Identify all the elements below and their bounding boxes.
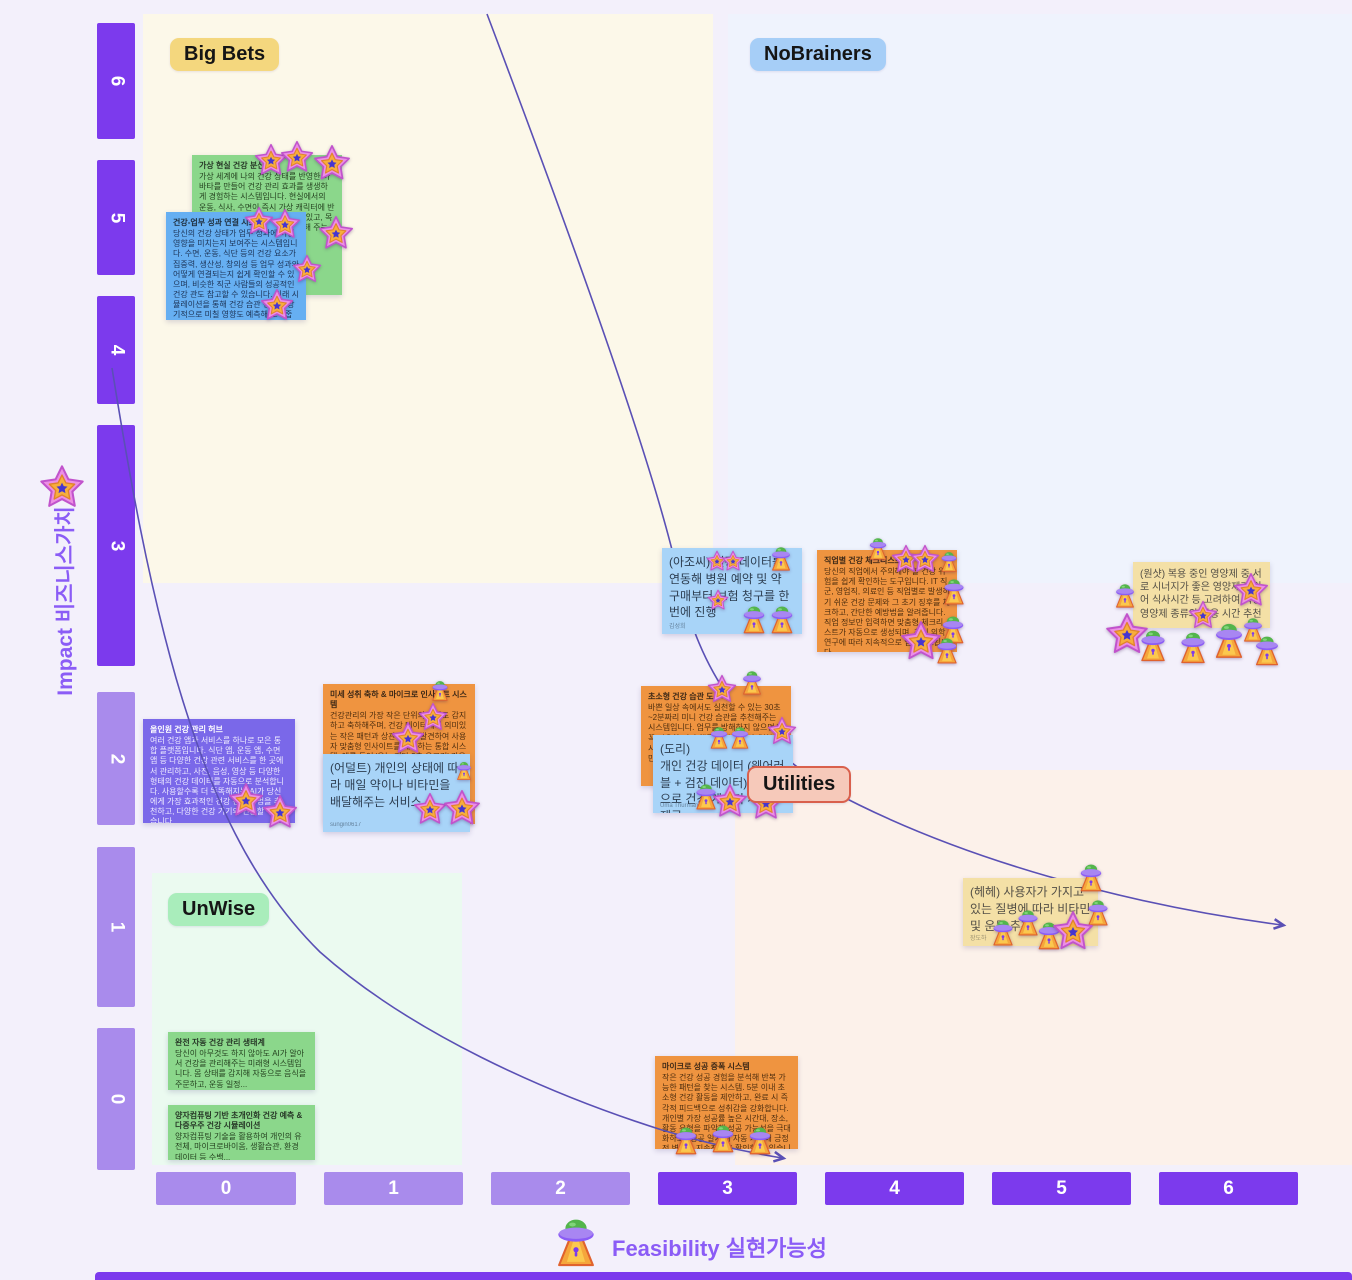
star-sticker[interactable] xyxy=(292,254,322,284)
star-sticker[interactable] xyxy=(413,792,447,826)
quadrant-region-nobrainers xyxy=(728,14,1352,583)
star-sticker[interactable] xyxy=(269,208,301,240)
y-axis-tick-3: 3 xyxy=(97,425,135,666)
quadrant-label-unwise[interactable]: UnWise xyxy=(168,893,270,926)
ufo-sticker[interactable] xyxy=(739,670,765,696)
star-sticker[interactable] xyxy=(280,140,314,174)
star-sticker[interactable] xyxy=(722,550,744,572)
ufo-sticker[interactable] xyxy=(938,551,960,573)
x-axis-tick-0: 0 xyxy=(156,1172,296,1205)
star-sticker[interactable] xyxy=(707,589,729,611)
ufo-sticker[interactable] xyxy=(1136,629,1170,663)
ufo-sticker[interactable] xyxy=(768,546,794,572)
star-sticker[interactable] xyxy=(244,206,274,236)
ufo-sticker[interactable] xyxy=(1112,583,1138,609)
x-axis-title: Feasibility 실현가능성 xyxy=(612,1236,827,1261)
feasibility-ufo-icon xyxy=(550,1217,602,1269)
ufo-sticker[interactable] xyxy=(1251,635,1283,667)
note-title: 완전 자동 건강 관리 생태계 xyxy=(175,1038,265,1047)
note-author: sungin0617 xyxy=(330,821,362,828)
note-title: 건강-업무 성과 연결 시스템 xyxy=(173,218,264,227)
ufo-sticker[interactable] xyxy=(989,919,1017,947)
quadrant-label-big-bets[interactable]: Big Bets xyxy=(170,38,280,71)
star-sticker[interactable] xyxy=(707,674,737,704)
x-axis-tick-2: 2 xyxy=(491,1172,630,1205)
ufo-sticker[interactable] xyxy=(454,761,474,781)
ufo-sticker[interactable] xyxy=(767,605,797,635)
star-sticker[interactable] xyxy=(767,716,797,746)
y-axis-tick-1: 1 xyxy=(97,847,135,1007)
star-sticker[interactable] xyxy=(712,783,748,819)
ufo-sticker[interactable] xyxy=(671,1126,701,1156)
note-body: 당신이 아무것도 하지 않아도 AI가 알아서 건강을 관리해주는 미래형 시스… xyxy=(175,1049,307,1089)
ufo-sticker[interactable] xyxy=(866,537,890,561)
note-body: 양자컴퓨팅 기술을 활용하여 개인의 유전체, 마이크로바이옴, 생활습관, 환… xyxy=(175,1132,302,1160)
ufo-sticker[interactable] xyxy=(1076,863,1106,893)
ufo-sticker[interactable] xyxy=(429,680,451,702)
impact-star-icon xyxy=(39,464,85,510)
star-sticker[interactable] xyxy=(910,544,940,574)
ufo-sticker[interactable] xyxy=(728,726,752,750)
note-title: 양자컴퓨팅 기반 초개인화 건강 예측 & 다중우주 건강 시뮬레이션 xyxy=(175,1111,303,1131)
y-axis-tick-2: 2 xyxy=(97,692,135,825)
star-sticker[interactable] xyxy=(262,794,298,830)
star-sticker[interactable] xyxy=(1052,910,1094,952)
star-sticker[interactable] xyxy=(1233,572,1269,608)
y-axis-title: Impact 비즈니스가치 xyxy=(54,506,77,696)
note-title: 가상 현실 건강 분신 xyxy=(199,161,265,170)
quadrant-label-utilities[interactable]: Utilities xyxy=(747,766,852,803)
note-title: 마이크로 성공 증폭 시스템 xyxy=(662,1062,750,1071)
x-axis-tick-1: 1 xyxy=(324,1172,463,1205)
star-sticker[interactable] xyxy=(260,288,294,322)
y-axis-tick-5: 5 xyxy=(97,160,135,275)
star-sticker[interactable] xyxy=(391,721,425,755)
star-sticker[interactable] xyxy=(313,144,351,182)
y-axis-tick-0: 0 xyxy=(97,1028,135,1170)
x-axis-tick-3: 3 xyxy=(658,1172,797,1205)
bottom-bar xyxy=(95,1272,1352,1280)
ufo-sticker[interactable] xyxy=(940,578,968,606)
ufo-sticker[interactable] xyxy=(739,605,769,635)
ufo-sticker[interactable] xyxy=(933,637,961,665)
note-author: 장도하 xyxy=(970,935,987,942)
star-sticker[interactable] xyxy=(318,215,354,251)
ufo-sticker[interactable] xyxy=(1210,622,1248,660)
y-axis-tick-4: 4 xyxy=(97,296,135,404)
quadrant-region-utilities xyxy=(735,770,1352,1165)
x-axis-tick-5: 5 xyxy=(992,1172,1131,1205)
note-title: 올인원 건강 관리 허브 xyxy=(150,725,223,734)
ufo-sticker[interactable] xyxy=(1176,631,1210,665)
ufo-sticker[interactable] xyxy=(745,1126,775,1156)
x-axis-tick-6: 6 xyxy=(1159,1172,1298,1205)
sticky-note-quantum-sim[interactable]: 양자컴퓨팅 기반 초개인화 건강 예측 & 다중우주 건강 시뮬레이션 양자컴퓨팅… xyxy=(168,1105,315,1160)
star-sticker[interactable] xyxy=(443,789,481,827)
y-axis-tick-6: 6 xyxy=(97,23,135,139)
x-axis-tick-4: 4 xyxy=(825,1172,964,1205)
quadrant-label-nobrainers[interactable]: NoBrainers xyxy=(750,38,886,71)
star-sticker[interactable] xyxy=(228,782,264,818)
star-sticker[interactable] xyxy=(254,143,288,177)
ufo-sticker[interactable] xyxy=(708,1124,738,1154)
note-author: 김성희 xyxy=(669,623,686,630)
